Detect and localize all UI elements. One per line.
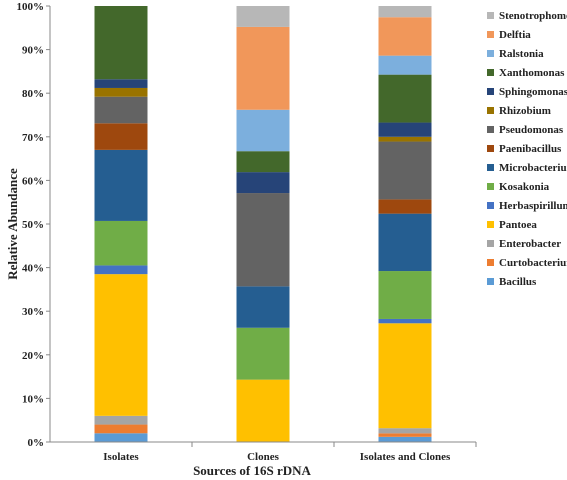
legend-label: Bacillus <box>499 276 537 288</box>
legend: Stenotrophomonas Delftia Ralstonia Xanthomo… <box>487 10 567 288</box>
bar-segment-ralstonia <box>378 55 432 75</box>
legend-swatch <box>487 240 494 247</box>
y-tick-label: 40% <box>22 263 44 275</box>
plot-area <box>94 6 432 442</box>
bar-segment-pantoea <box>94 274 148 416</box>
legend-label: Pantoea <box>499 219 537 231</box>
y-tick-label: 10% <box>22 393 44 405</box>
bar-segment-sphingomonas <box>378 122 432 137</box>
y-tick-label: 90% <box>22 45 44 57</box>
bar-segment-paenibacillus <box>378 199 432 214</box>
bar-segment-enterobacter <box>94 415 148 425</box>
bar-segment-paenibacillus <box>94 123 148 150</box>
bar-segment-sphingomonas <box>94 79 148 88</box>
bar-segment-rhizobium <box>94 87 148 97</box>
x-tick-label: Isolates <box>103 451 139 463</box>
legend-swatch <box>487 31 494 38</box>
y-tick-label: 60% <box>22 175 44 187</box>
bar-segment-kosakonia <box>94 220 148 266</box>
legend-swatch <box>487 259 494 266</box>
bar-segment-pseudomonas <box>236 193 290 287</box>
bar-segment-pantoea <box>378 323 432 429</box>
legend-label: Delftia <box>499 29 531 41</box>
bar-segment-delftia <box>236 26 290 110</box>
bar-segment-microbacterium <box>94 149 148 221</box>
legend-swatch <box>487 12 494 19</box>
legend-swatch <box>487 221 494 228</box>
bar-segment-curtobacterium <box>378 433 432 437</box>
legend-swatch <box>487 88 494 95</box>
y-tick-label: 80% <box>22 88 44 100</box>
legend-label: Xanthomonas <box>499 67 565 79</box>
bar-segment-pantoea <box>236 379 290 442</box>
legend-label: Microbacterium <box>499 162 567 174</box>
legend-label: Rhizobium <box>499 105 551 117</box>
y-tick-label: 70% <box>22 132 44 144</box>
bar-segment-rhizobium <box>378 136 432 142</box>
y-tick-label: 0% <box>28 437 45 449</box>
bar-segment-microbacterium <box>378 213 432 272</box>
legend-label: Enterobacter <box>499 238 561 250</box>
y-axis: 0% 10% 20% 30% 40% 50% 60% 70% 80% 90% 100% <box>17 1 51 449</box>
bar-segment-herbaspirillum <box>378 318 432 324</box>
legend-label: Ralstonia <box>499 48 544 60</box>
y-axis-title: Relative Abundance <box>5 168 20 280</box>
legend-swatch <box>487 107 494 114</box>
bar-segment-delftia <box>378 17 432 56</box>
legend-label: Herbaspirillum <box>499 200 567 212</box>
bar-segment-herbaspirillum <box>94 265 148 275</box>
bar-segment-pseudomonas <box>94 96 148 124</box>
legend-label: Sphingomonas <box>499 86 567 98</box>
legend-swatch <box>487 202 494 209</box>
legend-swatch <box>487 50 494 57</box>
x-tick-label: Isolates and Clones <box>360 451 451 463</box>
bar-segment-kosakonia <box>236 327 290 380</box>
bar-segment-microbacterium <box>236 286 290 328</box>
legend-label: Paenibacillus <box>499 143 562 155</box>
legend-swatch <box>487 145 494 152</box>
bar-segment-pseudomonas <box>378 141 432 200</box>
legend-label: Kosakonia <box>499 181 550 193</box>
legend-swatch <box>487 164 494 171</box>
bar-segment-stenotrophomonas <box>378 6 432 18</box>
bar-segment-curtobacterium <box>94 424 148 434</box>
y-tick-label: 20% <box>22 350 44 362</box>
bar-segment-enterobacter <box>378 428 432 434</box>
x-axis: Isolates Clones Isolates and Clones <box>50 441 477 463</box>
x-axis-title: Sources of 16S rDNA <box>193 463 311 478</box>
legend-swatch <box>487 183 494 190</box>
bar-segment-ralstonia <box>236 109 290 152</box>
legend-label: Pseudomonas <box>499 124 564 136</box>
legend-label: Stenotrophomonas <box>499 10 567 22</box>
x-tick-label: Clones <box>247 451 280 463</box>
bar-segment-bacillus <box>378 436 432 442</box>
legend-label: Curtobacterium <box>499 257 567 269</box>
bar-segment-xanthomonas <box>236 151 290 173</box>
legend-swatch <box>487 69 494 76</box>
bar-segment-xanthomonas <box>94 6 148 80</box>
bar-segment-bacillus <box>94 433 148 442</box>
legend-swatch <box>487 278 494 285</box>
y-tick-label: 50% <box>22 219 44 231</box>
bar-segment-sphingomonas <box>236 172 290 194</box>
bar-segment-kosakonia <box>378 271 432 319</box>
y-tick-label: 100% <box>17 1 45 13</box>
y-tick-label: 30% <box>22 306 44 318</box>
bar-segment-stenotrophomonas <box>236 6 290 27</box>
bar-segment-xanthomonas <box>378 74 432 123</box>
legend-swatch <box>487 126 494 133</box>
